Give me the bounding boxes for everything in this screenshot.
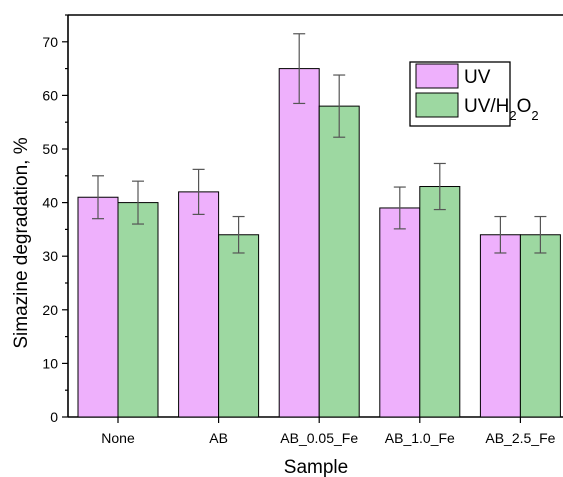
y-tick-label: 10 [42, 355, 58, 371]
x-tick-label: AB_0.05_Fe [280, 430, 358, 446]
error-bars [92, 33, 547, 254]
x-tick-label: AB_1.0_Fe [385, 430, 455, 446]
bars [77, 68, 561, 418]
y-axis-ticks: 0 10 20 30 40 50 60 70 [42, 14, 68, 425]
x-tick-label: AB [209, 430, 228, 446]
x-axis-ticks: None AB AB_0.05_Fe AB_1.0_Fe AB_2.5_Fe [101, 417, 556, 446]
y-axis-title: Simazine degradation, % [11, 137, 32, 348]
y-tick-label: 0 [50, 409, 58, 425]
y-tick-label: 60 [42, 87, 58, 103]
bar-uv-h2o2-ab [218, 234, 260, 418]
x-axis-title: Sample [284, 457, 348, 477]
x-tick-label: None [101, 430, 135, 446]
legend-label-uv: UV [464, 67, 491, 88]
bar-uv-h2o2-ab-0-05-fe [318, 105, 360, 418]
y-tick-label: 40 [42, 195, 58, 211]
bar-uv-h2o2-none [117, 202, 159, 418]
x-tick-label: AB_2.5_Fe [485, 430, 555, 446]
legend-swatch-uv-h2o2 [415, 92, 459, 118]
y-tick-label: 20 [42, 302, 58, 318]
bar-uv-h2o2-ab-1-0-fe [419, 186, 461, 418]
bar-uv-ab-0-05-fe [278, 68, 320, 418]
bar-uv-h2o2-ab-2-5-fe [519, 234, 561, 418]
bar-uv-ab-2-5-fe [479, 234, 521, 418]
bar-uv-ab-1-0-fe [379, 207, 421, 418]
bar-uv-none [77, 196, 119, 418]
legend-swatch-uv [415, 63, 459, 89]
y-tick-label: 30 [42, 248, 58, 264]
y-tick-label: 70 [42, 34, 58, 50]
y-tick-label: 50 [42, 141, 58, 157]
bar-uv-ab [178, 191, 220, 418]
legend-label-uv-h2o2: UV/H2O2 [464, 96, 539, 123]
legend: UV UV/H2O2 [409, 61, 539, 127]
